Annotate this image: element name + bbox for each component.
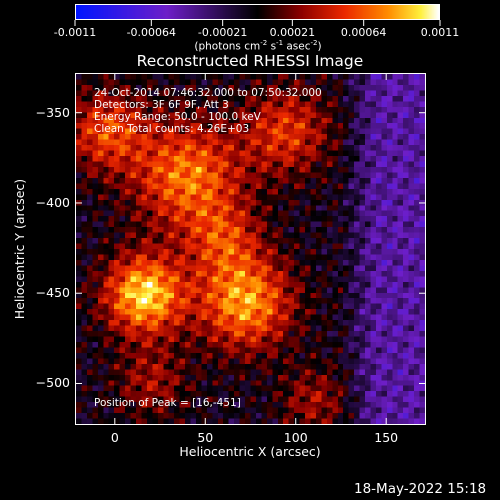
colorbar: [75, 4, 440, 20]
x-tick-label: 150: [374, 430, 399, 445]
y-tick-label: −350: [35, 104, 70, 120]
x-axis-title: Heliocentric X (arcsec): [179, 444, 321, 459]
x-tick-label: 0: [110, 430, 119, 445]
y-tick-label: −500: [35, 375, 70, 391]
x-tick-label: 50: [197, 430, 214, 445]
annotation-energy-range: Energy Range: 50.0 - 100.0 keV: [94, 111, 261, 123]
heatmap-plot-area: 24-Oct-2014 07:46:32.000 to 07:50:32.000…: [75, 73, 426, 425]
y-tick-label: −400: [35, 194, 70, 210]
colorbar-tick-label: -0.0011: [53, 26, 97, 39]
annotation-total-counts: Clean Total counts: 4.26E+03: [94, 123, 250, 135]
colorbar-tick-label: 0.00021: [269, 26, 316, 39]
annotation-time-range: 24-Oct-2014 07:46:32.000 to 07:50:32.000: [94, 87, 322, 99]
colorbar-unit-label: (photons cm-2 s-1 asec-2): [194, 39, 322, 53]
x-tick-label: 100: [283, 430, 308, 445]
y-tick-label: −450: [35, 284, 70, 300]
colorbar-tick-label: 0.0011: [420, 26, 460, 39]
colorbar-tick-label: -0.00021: [197, 26, 248, 39]
chart-title: Reconstructed RHESSI Image: [136, 52, 364, 70]
annotation-detectors: Detectors: 3F 6F 9F, Att 3: [94, 99, 229, 111]
colorbar-ticks: [74, 20, 441, 26]
colorbar-tick-label: -0.00064: [126, 26, 177, 39]
timestamp: 18-May-2022 15:18: [354, 481, 487, 497]
annotation-peak-position: Position of Peak = [16,-451]: [94, 397, 241, 409]
y-axis-title: Heliocentric Y (arcsec): [11, 178, 27, 320]
heatmap-image: [76, 74, 425, 424]
colorbar-tick-label: 0.00064: [340, 26, 387, 39]
